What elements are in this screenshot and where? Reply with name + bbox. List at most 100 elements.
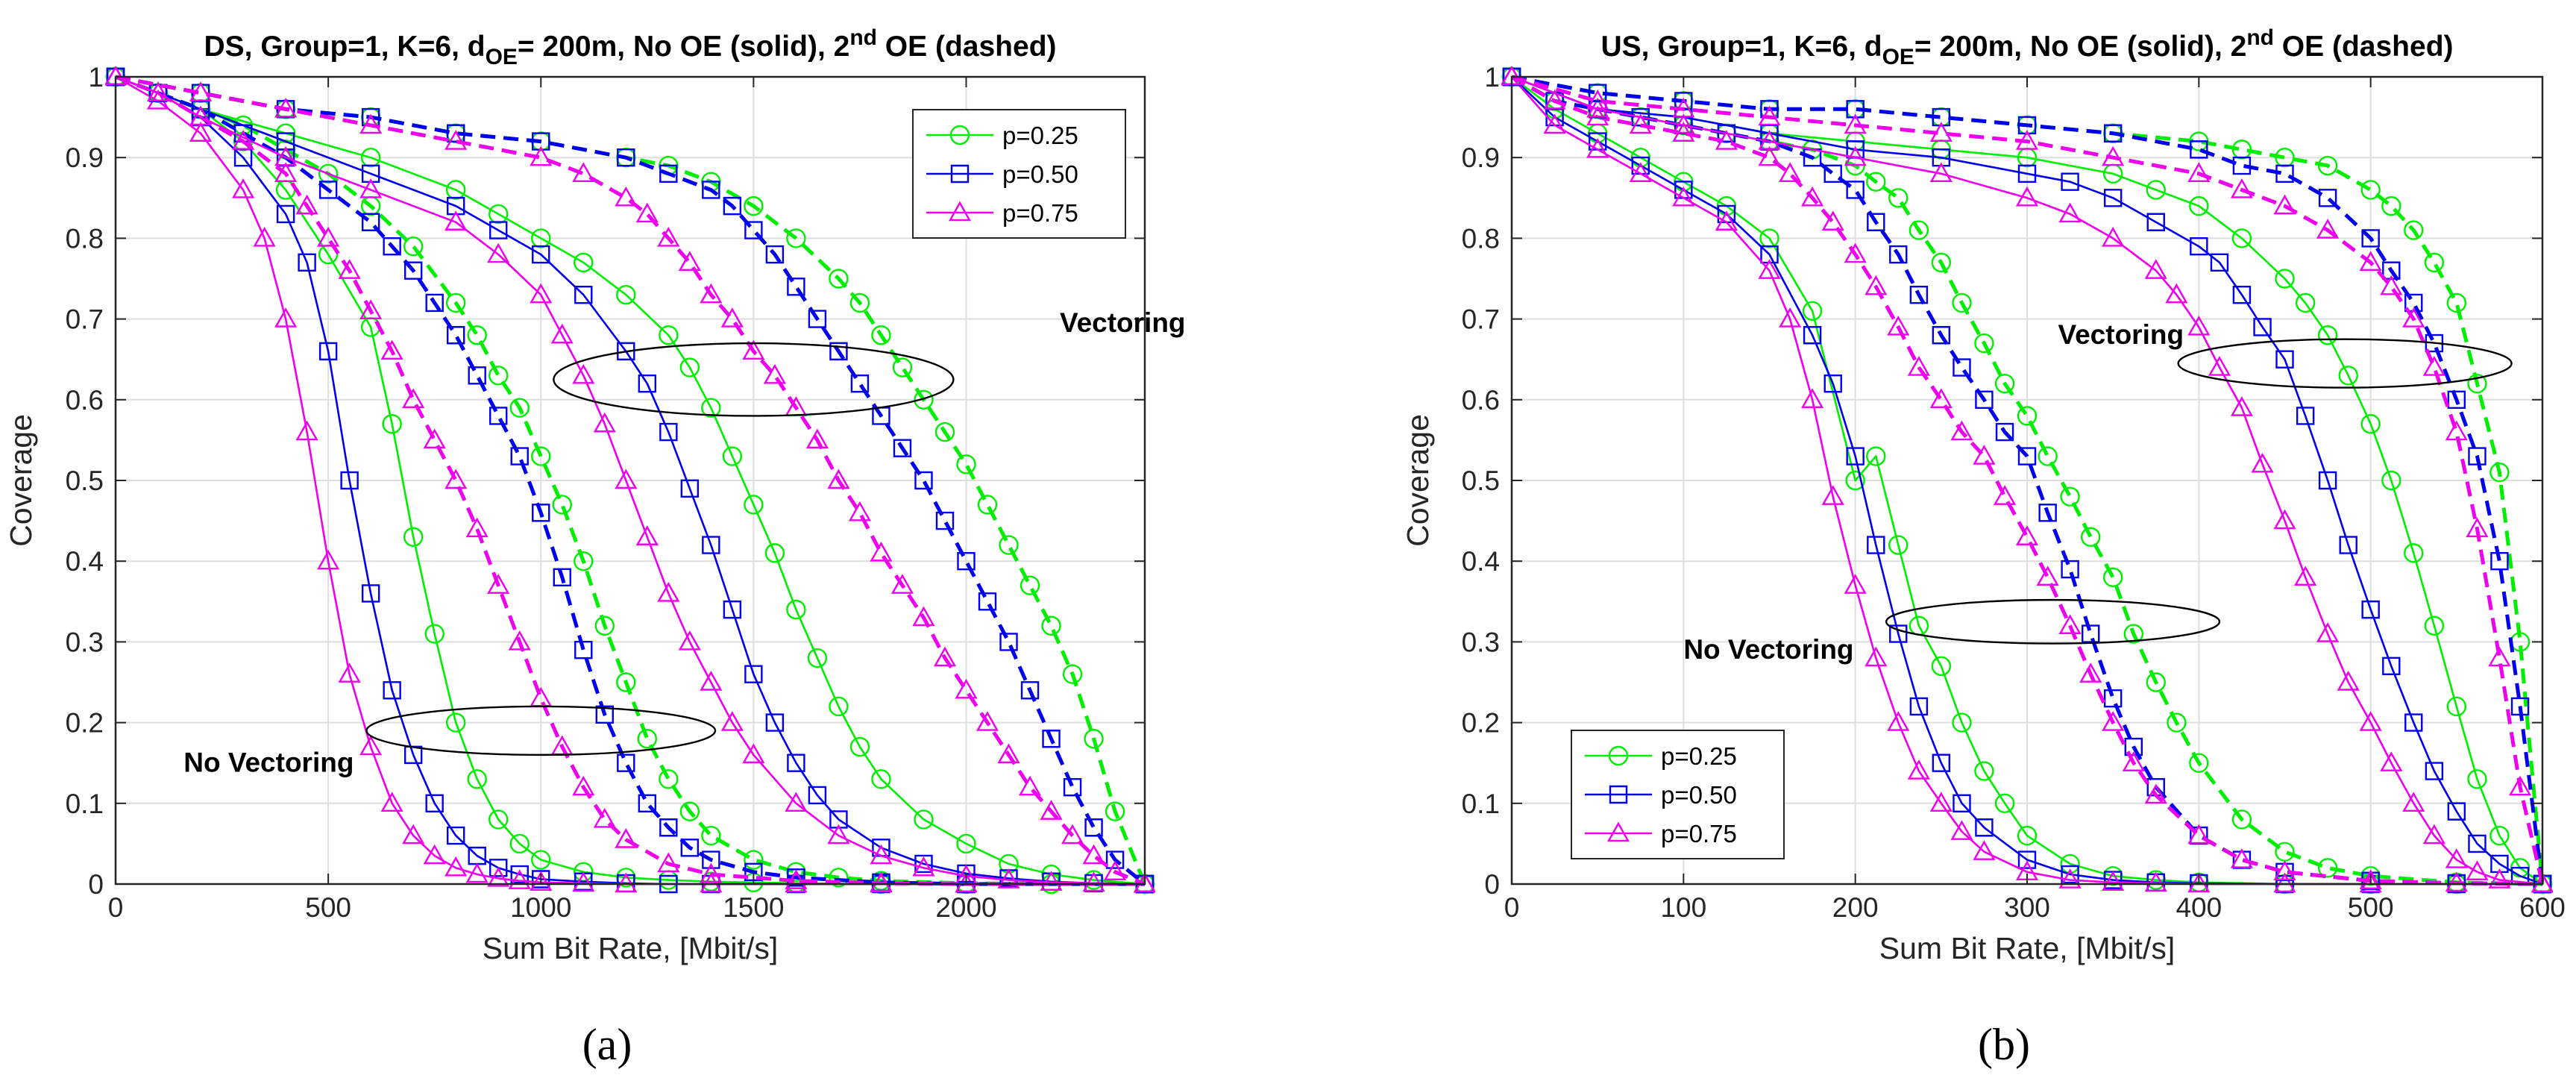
data-point [2380,751,2403,771]
data-point [786,599,806,620]
x-tick-label: 1000 [510,892,571,923]
data-point [657,226,680,247]
data-point [1801,186,1824,207]
data-point [1133,872,1155,893]
data-point [361,213,380,231]
data-point [2488,868,2511,889]
data-point [2061,560,2079,579]
data-point [593,808,616,828]
data-point [274,145,298,166]
data-point [638,374,657,393]
data-point [2060,853,2080,874]
data-point [338,259,361,279]
data-point [2103,189,2123,207]
data-point [763,363,786,384]
data-point [1973,445,1996,465]
data-point [274,307,298,328]
data-point [2102,871,2125,892]
data-point [2275,164,2294,184]
data-point [425,794,444,812]
data-point [532,245,550,264]
chart-title-mid: = 200m, No OE (solid), 2 [1914,31,2246,63]
x-tick-label: 400 [2176,892,2222,923]
y-tick-label: 0.8 [66,223,104,254]
data-point [318,181,338,199]
chart-title-suffix: OE (dashed) [877,31,1057,63]
data-point [361,584,380,603]
data-point [871,769,891,789]
data-point [2382,657,2401,676]
y-tick-label: 0.2 [66,708,104,739]
data-point [489,859,508,877]
data-point [1865,646,1888,667]
data-point [552,495,572,515]
data-point [2103,124,2123,142]
data-point [1953,794,1971,812]
series-line [115,75,1146,886]
data-point [2381,195,2401,216]
data-point [2167,712,2187,733]
data-point [2361,229,2380,248]
data-point [489,366,509,386]
data-point [659,818,678,837]
data-point [1950,820,1973,840]
data-point [1974,333,1994,354]
data-point [2447,390,2466,409]
data-point [870,541,893,562]
data-point [1932,148,1951,167]
series-line [115,75,1146,886]
data-point [2253,318,2272,336]
data-point [701,398,721,418]
legend-marker [1609,785,1628,804]
data-point [2015,130,2039,150]
data-point [615,872,638,893]
data-point [2102,226,2125,247]
legend-label: p=0.25 [1661,742,1737,770]
data-point [1952,712,1972,733]
legend-item: p=0.50 [926,160,1078,188]
data-point [2318,471,2337,490]
data-point [720,307,744,328]
data-point [2468,834,2487,853]
data-point [1975,818,1994,837]
data-point [2058,614,2082,634]
data-point [318,342,338,361]
data-point [1062,664,1083,684]
data-point [764,543,785,563]
data-point [1931,252,1952,273]
data-point [2146,672,2166,692]
data-point [403,527,424,547]
data-point [382,414,402,434]
data-point [274,162,298,183]
panel-a: 0 500 1000 1500 2000 0 0.1 0.2 0.3 0.4 0.5 0.6 0.7 0.… [4,25,1186,1069]
x-tick-label: 2000 [935,892,996,923]
data-point [2338,366,2358,386]
data-point [1846,140,1865,159]
data-point [722,446,743,466]
series-line [115,75,1145,886]
data-point [2296,407,2315,425]
data-point [2187,162,2211,183]
data-point [446,826,465,845]
data-point [700,283,723,304]
data-point [2208,356,2231,376]
data-point [2359,711,2382,731]
x-tick-label: 1500 [723,892,784,923]
data-point [829,342,848,361]
data-point [2061,172,2079,191]
data-point [1846,100,1865,119]
data-point [380,339,403,360]
data-point [1866,172,1886,192]
data-point [530,871,553,892]
data-point [829,696,849,717]
data-point [2061,865,2079,884]
data-point [574,285,593,304]
data-point [317,549,340,570]
data-point [829,269,849,289]
data-point [615,828,638,848]
data-point [318,163,339,184]
data-point [2381,470,2401,491]
data-point [829,868,849,888]
data-point [2232,156,2252,175]
data-point [1674,92,1693,110]
